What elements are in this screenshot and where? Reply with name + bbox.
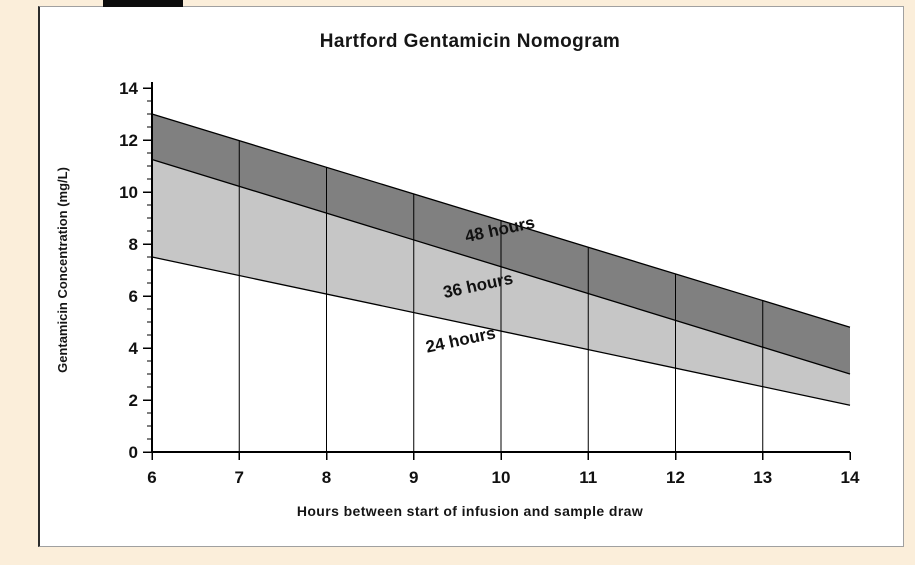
y-tick-label-4: 4 (129, 339, 139, 358)
x-tick-label-9: 9 (409, 468, 418, 487)
chart-title: Hartford Gentamicin Nomogram (319, 31, 621, 52)
series-24-hour-line (151, 256, 851, 406)
x-tick-label-7: 7 (235, 468, 244, 487)
x-tick-label-14: 14 (841, 468, 860, 487)
x-tick-label-11: 11 (579, 468, 597, 487)
y-tick-label-10: 10 (119, 183, 138, 202)
x-tick-label-12: 12 (666, 468, 685, 487)
x-tick-label-6: 6 (147, 468, 156, 487)
series-48-hour-line (151, 113, 851, 328)
y-tick-label-6: 6 (129, 287, 138, 306)
y-tick-label-0: 0 (129, 443, 138, 462)
top-artifact (103, 0, 183, 7)
y-tick-label-14: 14 (119, 79, 138, 98)
x-tick-label-10: 10 (492, 468, 511, 487)
region-label-24-hours: 24 hours (424, 323, 497, 356)
x-tick-label-8: 8 (322, 468, 331, 487)
y-tick-label-8: 8 (129, 235, 138, 254)
x-tick-label-13: 13 (753, 468, 772, 487)
series-36-hour-line (151, 158, 851, 375)
y-tick-label-12: 12 (119, 131, 138, 150)
y-tick-label-2: 2 (129, 391, 138, 410)
x-axis-label: Hours between start of infusion and samp… (296, 503, 644, 519)
